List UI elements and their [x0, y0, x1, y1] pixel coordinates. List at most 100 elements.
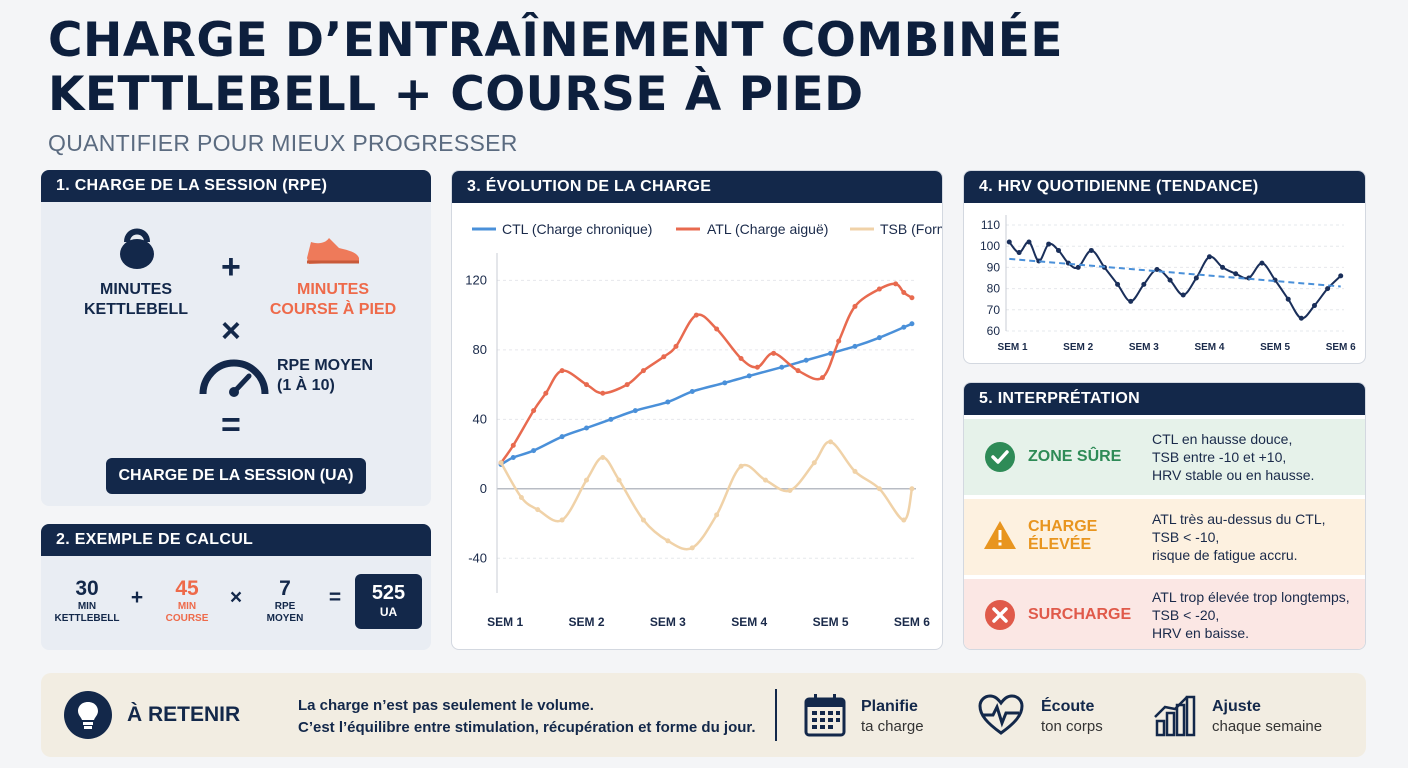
interpretation-heading: 5. INTERPRÉTATION [964, 383, 1365, 415]
data-point [1115, 281, 1121, 287]
x-tick-label: SEM 1 [487, 615, 523, 629]
zone-high-line2: TSB < -10, [1152, 529, 1220, 545]
example-heading: 2. EXEMPLE DE CALCUL [41, 524, 431, 556]
example-run-value: 45 [175, 577, 199, 600]
example-kettlebell-unit-l2: KETTLEBELL [54, 613, 120, 624]
check-circle-icon [985, 442, 1015, 472]
x-tick-label: SEM 5 [1260, 342, 1290, 353]
example-rpe-unit-l2: MOYEN [266, 613, 304, 624]
data-point [1128, 298, 1134, 304]
data-point [828, 350, 834, 356]
takeaway-line1: La charge n’est pas seulement le volume. [298, 697, 594, 714]
legend-tsb-label: TSB (Forme) [880, 221, 942, 237]
example-rpe-unit-l1: RPE [274, 601, 296, 612]
zone-high-line1: ATL très au-dessus du CTL, [1152, 511, 1326, 527]
hrv-panel: 4. HRV QUOTIDIENNE (TENDANCE) 110 100 90 80… [963, 170, 1366, 364]
example-kettlebell-unit-l1: MIN [77, 601, 97, 612]
y-tick-label: 40 [473, 411, 487, 426]
x-tick-label: SEM 4 [731, 615, 767, 629]
data-point [559, 517, 565, 523]
example-kettlebell-value: 30 [75, 577, 99, 600]
zone-overload: SURCHARGE ATL trop élevée trop longtemps… [964, 579, 1365, 649]
data-point [689, 545, 695, 551]
data-point [876, 335, 882, 341]
data-point [762, 477, 768, 483]
zone-safe-text: CTL en hausse douce, TSB entre -10 et +1… [1152, 430, 1314, 484]
tip-listen-title: Écoute [1041, 698, 1095, 715]
example-rpe-unit: RPE MOYEN [255, 601, 315, 625]
data-point [559, 368, 565, 374]
data-point [1311, 303, 1317, 309]
data-point [665, 538, 671, 544]
tip-plan: Planifie ta charge [861, 697, 924, 737]
zone-safe: ZONE SÛRE CTL en hausse douce, TSB entre… [964, 419, 1365, 495]
data-point [787, 488, 793, 494]
rpe-label: RPE MOYEN (1 À 10) [277, 356, 373, 396]
data-point [693, 312, 699, 318]
x-tick-label: SEM 1 [998, 342, 1028, 353]
session-load-result: CHARGE DE LA SESSION (UA) [106, 458, 366, 494]
tip-adjust-sub: chaque semaine [1212, 718, 1323, 735]
zone-overload-title: SURCHARGE [1028, 606, 1132, 623]
data-point [600, 390, 606, 396]
x-tick-label: SEM 5 [813, 615, 849, 629]
data-point [738, 463, 744, 469]
data-point [811, 460, 817, 466]
data-point [852, 468, 858, 474]
data-point [893, 281, 899, 287]
bar-chart-icon [1154, 695, 1196, 737]
legend-atl-label: ATL (Charge aiguë) [707, 221, 828, 237]
data-point [661, 354, 667, 360]
error-circle-icon [985, 600, 1015, 630]
data-point [600, 455, 606, 461]
data-point [852, 303, 858, 309]
example-plus: + [130, 586, 144, 609]
data-point [1088, 247, 1094, 253]
load-evolution-panel: 3. ÉVOLUTION DE LA CHARGE CTL (Charge ch… [451, 170, 943, 650]
zone-safe-line1: CTL en hausse douce, [1152, 431, 1293, 447]
data-point [1206, 254, 1212, 260]
data-point [583, 425, 589, 431]
data-point [1026, 239, 1032, 245]
data-point [1233, 271, 1239, 277]
series-line-1 [1009, 257, 1341, 288]
rpe-label-line1: RPE MOYEN [277, 357, 374, 374]
x-tick-label: SEM 2 [1063, 342, 1093, 353]
kettlebell-icon [120, 228, 154, 269]
page-subtitle: QUANTIFIER POUR MIEUX PROGRESSER [48, 130, 518, 156]
data-point [1046, 241, 1052, 247]
zone-overload-line2: TSB < -20, [1152, 607, 1220, 623]
x-tick-label: SEM 4 [1194, 342, 1224, 353]
hrv-heading: 4. HRV QUOTIDIENNE (TENDANCE) [964, 171, 1365, 203]
y-tick-label: 100 [980, 239, 1000, 253]
data-point [1220, 264, 1226, 270]
data-point [1154, 267, 1160, 273]
running-shoe-icon [307, 238, 359, 264]
data-point [1075, 264, 1081, 270]
data-point [608, 416, 614, 422]
example-panel: 2. EXEMPLE DE CALCUL 30 MIN KETTLEBELL +… [41, 524, 431, 650]
data-point [836, 338, 842, 344]
zone-high-title-l1: CHARGE [1028, 518, 1098, 535]
data-point [1325, 286, 1331, 292]
data-point [531, 408, 537, 414]
zone-overload-line3: HRV en baisse. [1152, 625, 1250, 641]
tip-listen-sub: ton corps [1041, 718, 1103, 735]
data-point [1193, 275, 1199, 281]
zone-safe-title: ZONE SÛRE [1028, 448, 1122, 465]
y-tick-label: 90 [987, 260, 1001, 274]
y-tick-label: 80 [987, 282, 1001, 296]
hrv-chart-svg: 110 100 90 80 70 60 SEM 1 SEM 2 SEM 3 SEM 4 SEM 5 S… [980, 215, 1356, 353]
y-tick-label: -40 [468, 550, 487, 565]
zone-overload-text: ATL trop élevée trop longtemps, TSB < -2… [1152, 588, 1350, 642]
tip-listen: Écoute ton corps [1041, 697, 1103, 737]
data-point [583, 382, 589, 388]
data-point [632, 408, 638, 414]
gauge-icon [199, 359, 269, 397]
lightbulb-icon [64, 691, 112, 739]
data-point [640, 368, 646, 374]
series-line-0 [1008, 240, 1342, 320]
data-point [1180, 292, 1186, 298]
data-point [714, 326, 720, 332]
data-point [1141, 281, 1147, 287]
